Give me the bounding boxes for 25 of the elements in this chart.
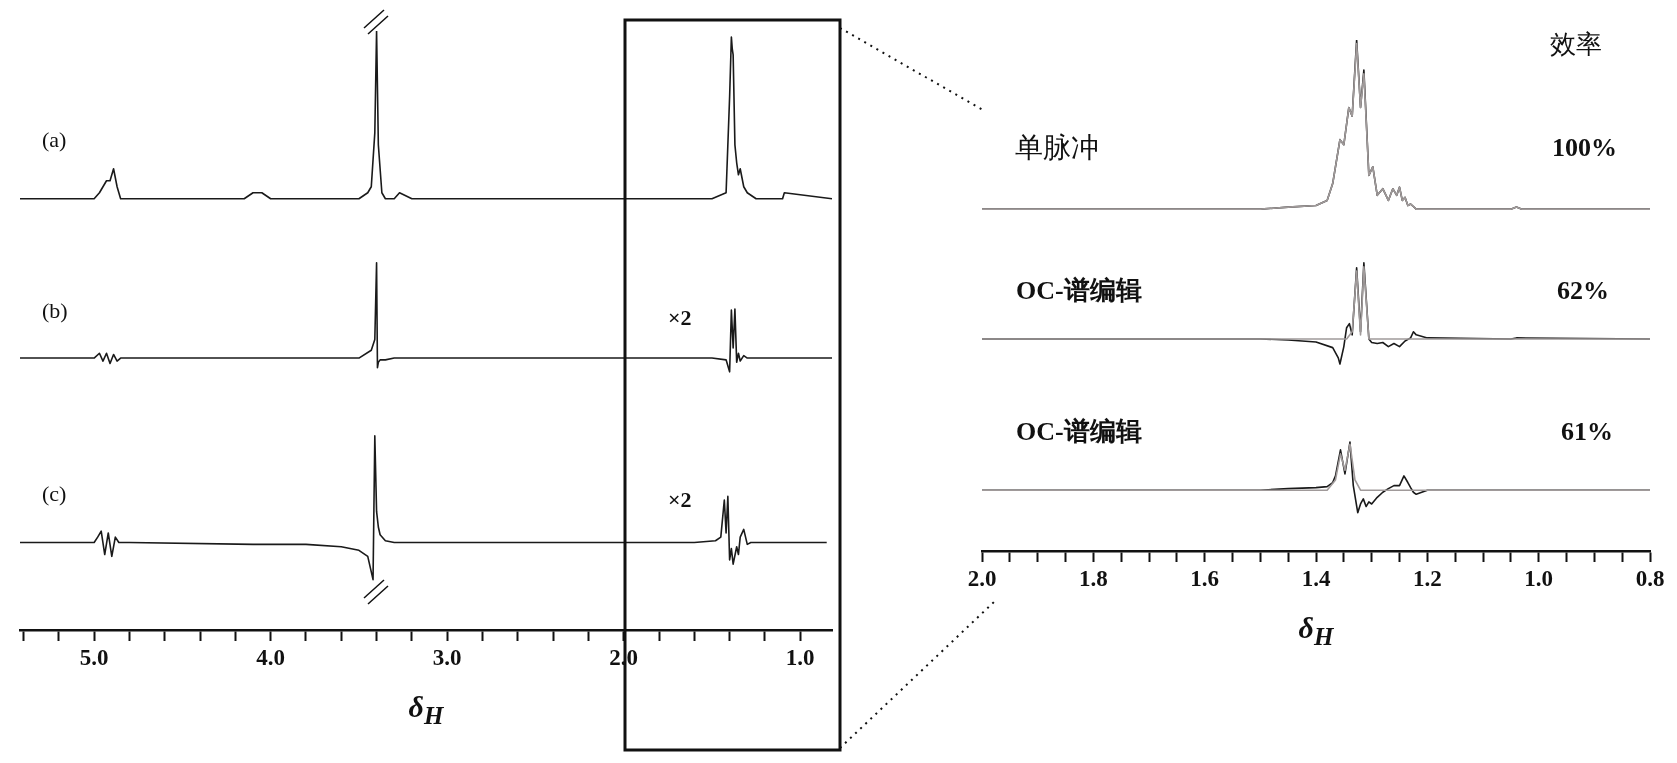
x-tick-label: 1.4	[1301, 565, 1331, 591]
annotation: (b)	[42, 298, 68, 323]
annotation: 效率	[1550, 30, 1602, 59]
annotation: 62%	[1557, 276, 1609, 305]
annotation: ×2	[668, 305, 692, 330]
annotation: OC-谱编辑	[1016, 276, 1142, 305]
x-tick-label: 1.8	[1078, 565, 1108, 591]
x-tick-label: 1.2	[1412, 565, 1442, 591]
annotation: (a)	[42, 127, 67, 152]
x-tick-label: 2.0	[967, 565, 997, 591]
x-tick-label: 1.0	[1524, 565, 1554, 591]
x-axis-title: δ$_{H}$	[1297, 611, 1335, 650]
annotation: (c)	[42, 481, 67, 506]
annotation: 单脉冲	[1015, 132, 1099, 163]
x-tick-label: 4.0	[256, 644, 286, 670]
annotation: 100%	[1552, 133, 1617, 162]
annotation: OC-谱编辑	[1016, 417, 1142, 446]
annotation: 61%	[1561, 417, 1613, 446]
x-tick-label: 1.0	[785, 644, 815, 670]
x-tick-label: 3.0	[432, 644, 462, 670]
annotation: ×2	[668, 487, 692, 512]
x-tick-label: 5.0	[79, 644, 109, 670]
x-tick-label: 0.8	[1635, 565, 1665, 591]
x-axis-title: δ$_{H}$	[407, 690, 445, 729]
x-tick-label: 1.6	[1190, 565, 1220, 591]
